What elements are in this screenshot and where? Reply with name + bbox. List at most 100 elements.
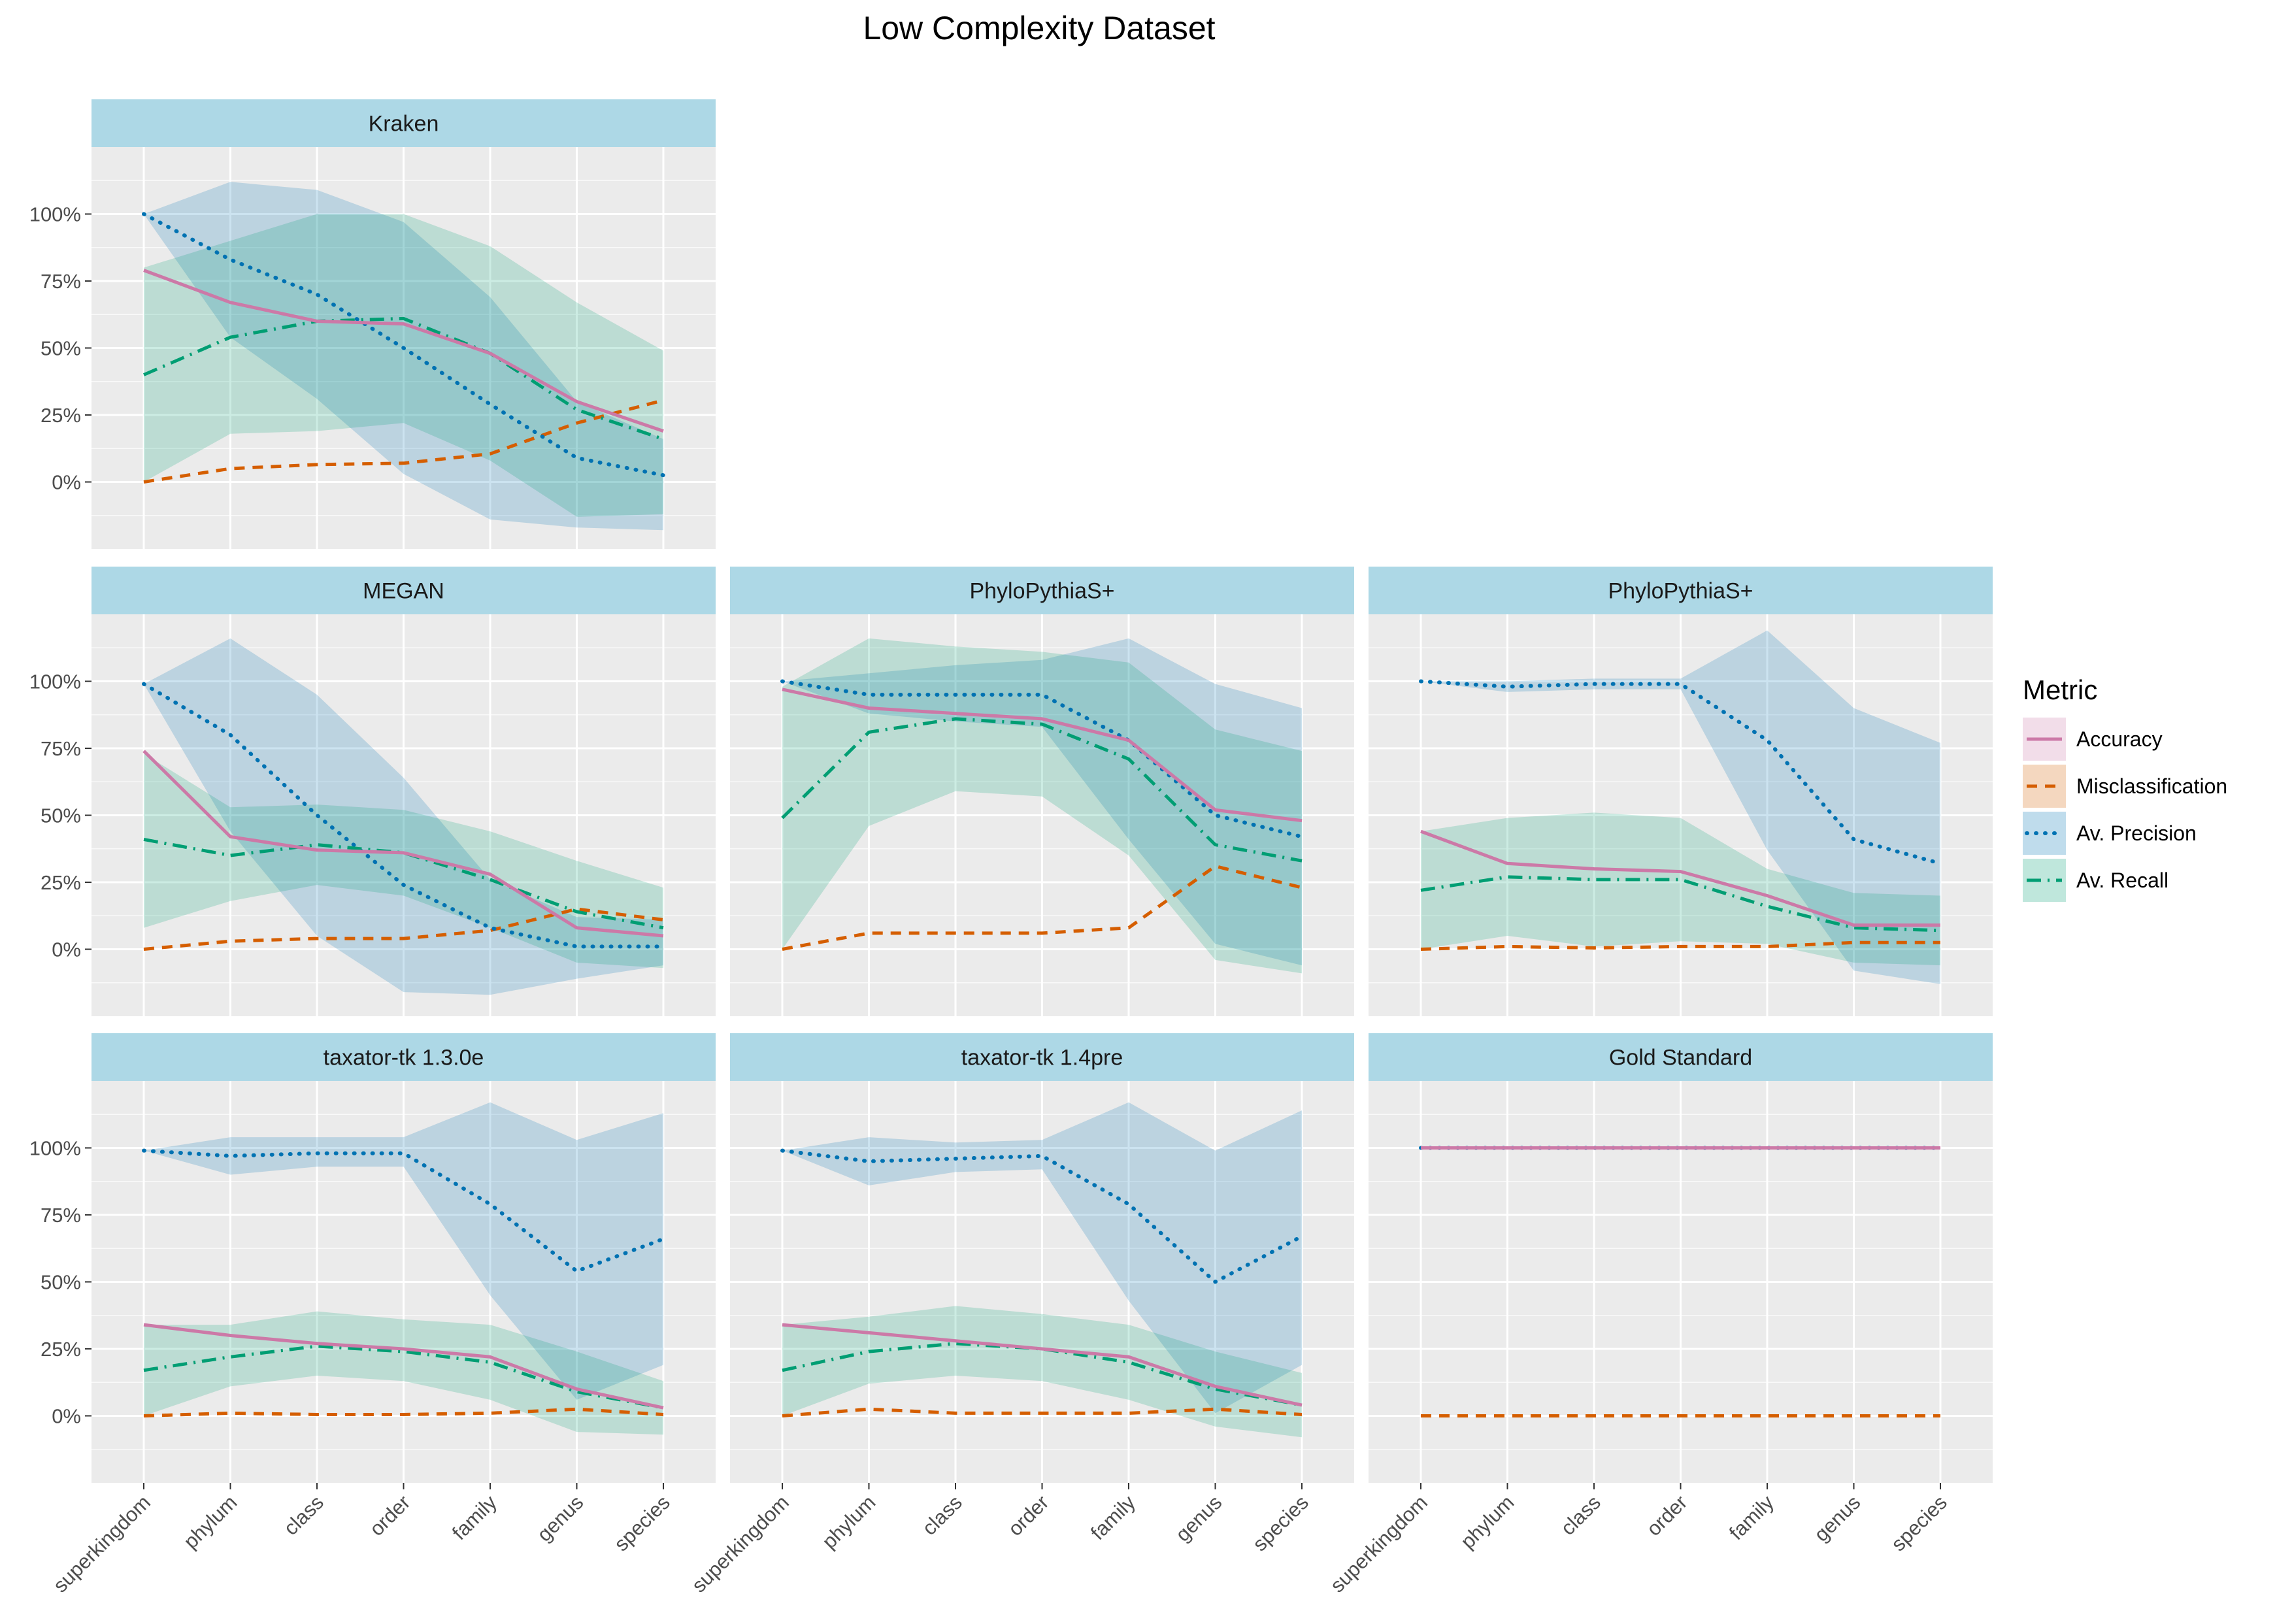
legend-title: Metric [2023,674,2097,705]
facet-title: Kraken [369,112,439,137]
x-tick-label: class [1556,1491,1605,1540]
facet-panel: PhyloPythiaS+ [1369,567,1993,1016]
y-tick-label: 75% [41,270,81,293]
legend-label: Accuracy [2076,727,2163,751]
y-tick-label: 75% [41,1204,81,1227]
facet-title: PhyloPythiaS+ [969,579,1114,604]
x-tick-label: species [1887,1491,1952,1555]
accuracy-line [142,750,664,938]
recall-band [782,638,1302,974]
y-tick-label: 0% [52,938,81,961]
precision-band [144,1102,663,1400]
legend-item: Av. Precision [2023,812,2197,855]
recall-band [144,754,663,969]
y-tick-label: 50% [41,804,81,827]
x-tick-label: class [279,1491,328,1540]
y-tick-label: 0% [52,1405,81,1428]
recall-line [781,717,1303,863]
y-tick-label: 25% [41,1338,81,1361]
facet-panel: Gold Standard superkingdom phylum class orde… [1326,1033,1993,1597]
x-tick-label: genus [1171,1491,1226,1546]
accuracy-line [1420,829,1940,927]
x-tick-label: superkingdom [49,1491,155,1597]
facet-strip [730,1033,1354,1081]
y-tick-label: 50% [41,1271,81,1294]
facet-title: taxator-tk 1.4pre [961,1046,1123,1070]
y-tick-label: 100% [29,1137,81,1160]
facet-title: taxator-tk 1.3.0e [324,1046,484,1070]
x-tick-label: phylum [1456,1491,1518,1553]
accuracy-line [143,269,664,433]
legend-item: Av. Recall [2023,859,2168,902]
y-tick-label: 25% [41,404,81,427]
precision-band [782,1102,1302,1414]
y-tick-label: 75% [41,737,81,760]
x-tick-label: species [1248,1491,1313,1555]
x-tick-label: phylum [818,1491,880,1553]
recall-line [143,316,664,441]
misclassification-line [782,1407,1303,1417]
recall-band [144,214,663,517]
facet-title: Gold Standard [1609,1046,1752,1070]
facet-panel: MEGAN 0% 25% 50% 75% 100% [29,567,716,1016]
facet-panel: taxator-tk 1.4pre superkingdom phylum class… [688,1033,1354,1597]
precision-line [780,1148,1304,1284]
recall-line [143,837,664,930]
x-tick-label: species [610,1491,674,1555]
accuracy-line [782,1323,1303,1407]
x-tick-label: order [1642,1491,1692,1540]
legend-label: Av. Precision [2076,821,2197,845]
panels-layer: Kraken 0% 25% 50% 75% 100% MEGAN 0% 25% 50% 75% 100… [29,99,1993,1597]
facet-panel: taxator-tk 1.3.0e 0% 25% 50% 75% 100% superkin… [29,1033,716,1597]
facet-strip [1369,1033,1993,1081]
legend-label: Misclassification [2076,774,2227,798]
x-tick-label: family [1725,1491,1778,1544]
x-tick-label: genus [533,1491,588,1546]
x-tick-label: family [448,1491,501,1544]
x-tick-label: order [1004,1491,1054,1540]
precision-line [1419,679,1942,866]
precision-band [144,638,663,995]
precision-band [144,182,663,531]
x-tick-label: superkingdom [1326,1491,1432,1597]
precision-band [782,638,1302,966]
legend-item: Accuracy [2023,718,2163,761]
misclassification-line [1420,940,1940,951]
x-tick-label: phylum [179,1491,241,1553]
precision-line [142,682,665,949]
x-tick-label: superkingdom [688,1491,793,1597]
misclassification-line [143,1407,664,1417]
x-tick-label: genus [1810,1491,1865,1546]
x-tick-label: order [365,1491,415,1540]
legend-label: Av. Recall [2076,869,2168,892]
facet-strip [91,99,716,147]
facet-panel: Kraken 0% 25% 50% 75% 100% [29,99,716,549]
chart-title: Low Complexity Dataset [863,10,1215,46]
facet-title: PhyloPythiaS+ [1608,579,1753,604]
facet-panel: PhyloPythiaS+ [730,567,1354,1016]
y-tick-label: 100% [29,671,81,693]
legend: Metric Accuracy Misclassification Av. Preci… [2023,674,2227,902]
facet-title: MEGAN [363,579,444,604]
facet-strip [1369,567,1993,614]
legend-item: Misclassification [2023,765,2227,808]
facet-strip [730,567,1354,614]
y-tick-label: 100% [29,203,81,226]
accuracy-line [143,1323,664,1410]
recall-band [144,1311,663,1435]
misclassification-line [143,399,664,484]
y-tick-label: 50% [41,337,81,360]
facet-strip [91,567,716,614]
misclassification-line [782,864,1303,951]
precision-line [142,212,665,478]
accuracy-line [782,688,1303,823]
recall-band [1421,812,1940,966]
precision-band [1421,630,1940,984]
x-tick-label: class [918,1491,967,1540]
recall-line [782,1342,1303,1407]
facet-strip [91,1033,716,1081]
recall-band [782,1306,1302,1438]
y-tick-label: 25% [41,871,81,894]
